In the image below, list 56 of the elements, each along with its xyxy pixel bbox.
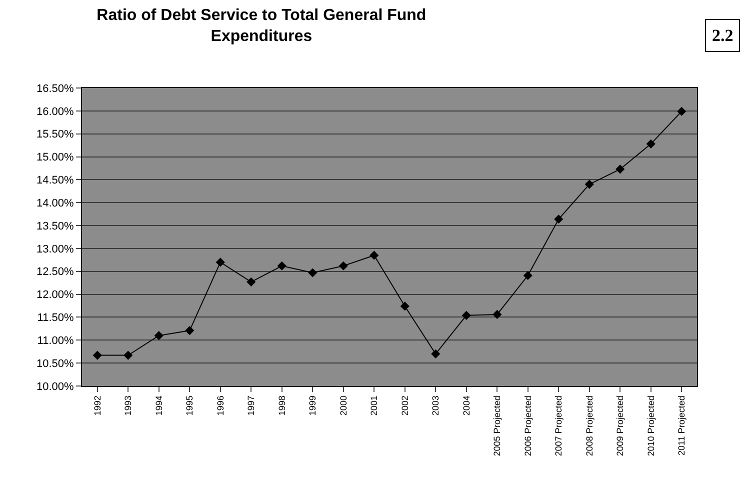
point [523,270,532,280]
x-tick-label: 2009 Projected [615,396,626,456]
y-tick-label: 15.00% [36,152,74,164]
point [185,326,194,336]
y-tick-label: 16.00% [36,106,74,118]
y-tick-label: 13.50% [36,220,74,232]
y-tick-label: 14.50% [36,174,74,187]
point [677,106,686,116]
x-tick-label: 1996 [215,396,226,416]
point [431,349,440,358]
x-tick-label: 1995 [184,396,195,416]
x-tick-label: 2003 [430,396,441,416]
x-tick-label: 2000 [338,396,348,416]
x-tick-label: 2005 Projected [492,396,502,456]
point [216,258,225,267]
y-tick-label: 12.50% [36,266,74,278]
y-tick-label: 13.00% [36,243,74,256]
point [554,214,564,224]
point [277,261,286,270]
point [400,302,410,311]
y-tick-label: 10.50% [36,358,74,370]
x-tick-label: 2011 Projected [676,396,687,456]
point [246,277,256,286]
point [616,164,625,174]
x-tick-label: 2002 [400,396,410,416]
x-tick-label: 1992 [92,396,102,416]
text: 2.2 [712,26,734,45]
point [154,331,164,340]
x-tick-label: 2004 [461,396,472,416]
point [492,310,502,320]
x-tick-label: 1998 [276,396,287,416]
y-tick-label: 12.00% [36,289,74,302]
x-tick-label: 1994 [154,396,164,416]
point [646,139,656,148]
point [308,268,318,278]
point [462,310,471,320]
point [92,350,102,360]
x-tick-label: 2008 Projected [584,396,594,456]
y-tick-label: 11.00% [37,335,74,347]
point [584,180,594,189]
point [338,261,348,270]
x-tick-label: 1993 [123,396,134,416]
x-tick-label: 1997 [246,396,256,416]
y-tick-label: 14.00% [36,197,74,210]
x-tick-label: 2007 Projected [554,396,564,456]
x-tick-label: 1999 [308,396,318,416]
y-tick-label: 15.50% [36,128,74,141]
x-tick-label: 2010 Projected [646,396,656,456]
x-tick-label: 2001 [369,396,380,416]
y-tick-label: 16.50% [36,82,74,95]
point [370,250,379,260]
x-tick-label: 2006 Projected [522,396,533,456]
y-tick-label: 10.00% [36,380,74,393]
point [124,350,133,360]
y-tick-label: 11.50% [37,312,74,324]
chart-title: Ratio of Debt Service to Total General Fund Expenditures [96,6,426,45]
